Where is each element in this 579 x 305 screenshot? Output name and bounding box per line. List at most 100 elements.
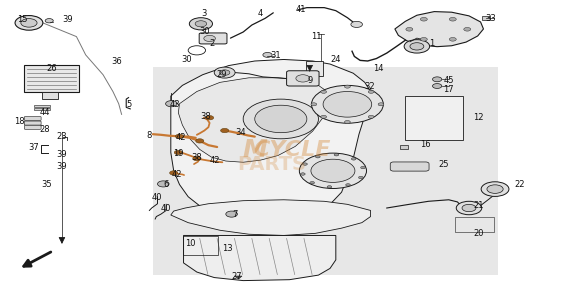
Circle shape	[175, 134, 184, 138]
Circle shape	[323, 92, 372, 117]
Circle shape	[21, 19, 37, 27]
Circle shape	[345, 120, 350, 124]
Text: PARTS: PARTS	[237, 155, 307, 174]
Text: 34: 34	[235, 128, 245, 137]
Text: 20: 20	[473, 229, 483, 238]
Text: 22: 22	[515, 180, 525, 189]
Circle shape	[404, 40, 430, 53]
Circle shape	[15, 16, 43, 30]
Bar	[405, 96, 463, 140]
FancyBboxPatch shape	[34, 108, 50, 110]
Bar	[455, 217, 494, 232]
FancyBboxPatch shape	[306, 61, 323, 76]
Text: 32: 32	[364, 82, 375, 91]
Circle shape	[170, 171, 178, 175]
Circle shape	[368, 115, 374, 118]
Circle shape	[312, 85, 383, 123]
Circle shape	[410, 43, 424, 50]
Text: 35: 35	[41, 180, 52, 189]
Circle shape	[487, 185, 503, 193]
Circle shape	[361, 166, 365, 169]
Text: 36: 36	[112, 57, 122, 66]
Circle shape	[311, 159, 355, 182]
Circle shape	[219, 70, 230, 75]
Bar	[24, 65, 79, 92]
Text: 39: 39	[62, 15, 72, 24]
Text: 29: 29	[216, 70, 226, 79]
Text: 44: 44	[40, 108, 50, 117]
Circle shape	[206, 116, 214, 120]
Circle shape	[174, 150, 182, 155]
Circle shape	[195, 21, 207, 27]
Circle shape	[316, 156, 320, 158]
Text: 7: 7	[232, 210, 237, 219]
Bar	[183, 236, 218, 255]
Circle shape	[449, 38, 456, 41]
Circle shape	[196, 139, 204, 143]
Text: 15: 15	[17, 15, 27, 24]
Circle shape	[299, 153, 367, 188]
Text: 40: 40	[160, 203, 171, 213]
FancyBboxPatch shape	[199, 33, 227, 44]
Text: 39: 39	[57, 162, 67, 171]
Bar	[42, 92, 58, 99]
Text: 26: 26	[47, 64, 57, 73]
Circle shape	[406, 27, 413, 31]
Text: 45: 45	[444, 76, 454, 85]
Text: 23: 23	[57, 131, 67, 141]
Circle shape	[462, 204, 476, 212]
Circle shape	[311, 103, 317, 106]
Text: 28: 28	[40, 125, 50, 134]
Text: 16: 16	[420, 140, 430, 149]
Text: 42: 42	[176, 133, 186, 142]
Circle shape	[368, 90, 374, 93]
Circle shape	[310, 181, 314, 184]
Circle shape	[243, 99, 318, 139]
Circle shape	[345, 85, 350, 88]
Text: 38: 38	[192, 153, 202, 162]
Text: 12: 12	[473, 113, 483, 122]
Circle shape	[378, 103, 384, 106]
Circle shape	[157, 181, 169, 187]
Text: 2: 2	[209, 39, 215, 48]
Text: 9: 9	[307, 76, 313, 85]
Circle shape	[296, 75, 310, 82]
Circle shape	[303, 163, 307, 165]
Circle shape	[464, 27, 471, 31]
Text: 1: 1	[428, 39, 434, 48]
Circle shape	[263, 52, 272, 57]
Circle shape	[204, 35, 215, 41]
Text: 6: 6	[163, 180, 169, 189]
Circle shape	[193, 156, 201, 161]
Polygon shape	[178, 78, 330, 162]
Circle shape	[346, 184, 350, 186]
Circle shape	[166, 101, 177, 107]
Circle shape	[358, 176, 363, 179]
Text: 42: 42	[171, 170, 182, 179]
Text: 39: 39	[57, 150, 67, 160]
Text: 24: 24	[331, 55, 341, 64]
Circle shape	[433, 84, 442, 88]
Text: 18: 18	[14, 117, 24, 127]
Bar	[400, 145, 408, 149]
Text: 11: 11	[312, 32, 322, 41]
Text: 25: 25	[439, 160, 449, 169]
FancyBboxPatch shape	[24, 125, 41, 129]
FancyBboxPatch shape	[24, 121, 41, 125]
Circle shape	[321, 90, 327, 93]
Text: 31: 31	[270, 51, 281, 60]
FancyBboxPatch shape	[287, 71, 319, 86]
Text: 4: 4	[258, 9, 263, 18]
Circle shape	[327, 186, 332, 188]
Circle shape	[255, 105, 307, 133]
Text: 14: 14	[373, 63, 383, 73]
Bar	[482, 16, 490, 20]
Polygon shape	[234, 276, 242, 279]
Polygon shape	[171, 59, 371, 217]
Circle shape	[420, 17, 427, 21]
Text: CYCLE: CYCLE	[254, 140, 331, 160]
Text: 43: 43	[170, 100, 181, 109]
Circle shape	[226, 211, 237, 217]
Polygon shape	[184, 235, 336, 281]
Circle shape	[45, 19, 53, 23]
